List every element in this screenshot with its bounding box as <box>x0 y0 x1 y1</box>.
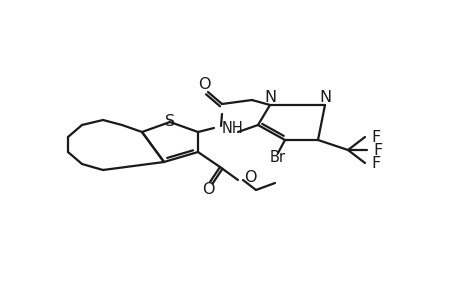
Text: N: N <box>318 89 330 104</box>
Text: F: F <box>370 130 380 145</box>
Text: Br: Br <box>269 149 285 164</box>
Text: F: F <box>370 155 380 170</box>
Text: N: N <box>263 89 275 104</box>
Text: O: O <box>197 76 210 92</box>
Text: O: O <box>202 182 214 196</box>
Text: S: S <box>165 113 175 128</box>
Text: F: F <box>372 142 381 158</box>
Text: NH: NH <box>222 121 243 136</box>
Text: O: O <box>243 170 256 185</box>
